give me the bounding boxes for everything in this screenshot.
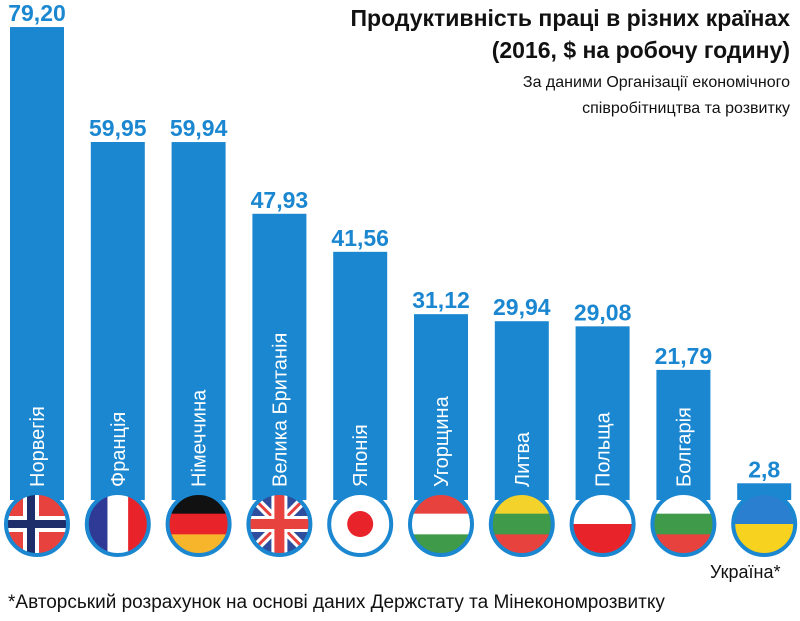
bar (252, 213, 307, 500)
value-label: 47,93 (251, 187, 309, 213)
flag-border (246, 491, 313, 557)
flag-border (84, 491, 151, 557)
bar (494, 321, 549, 500)
value-label: 21,79 (655, 343, 713, 369)
category-label: Угорщина (431, 395, 453, 487)
category-label: Німеччина (189, 389, 211, 487)
category-label: Норвегія (27, 406, 49, 487)
bar (90, 142, 145, 500)
title-line: Продуктивність праці в різних країнах (350, 5, 790, 31)
category-label: Франція (108, 412, 130, 487)
bar (414, 314, 468, 500)
category-label: Японія (350, 424, 372, 487)
flag-border (488, 491, 555, 557)
ukraine-label: Україна* (710, 562, 781, 582)
flag-border (569, 491, 636, 557)
source: За даними Організації економічного співр… (523, 70, 790, 122)
value-label: 29,94 (493, 294, 551, 320)
value-label: 79,20 (8, 0, 66, 26)
flag-border (731, 491, 798, 557)
source-line: За даними Організації економічного (522, 74, 790, 91)
category-label: Велика Британія (269, 333, 291, 487)
category-label: Литва (512, 431, 534, 487)
footnote: *Авторський розрахунок на основі даних Д… (8, 592, 665, 613)
bar (171, 142, 226, 500)
category-label: Болгарія (673, 407, 695, 487)
bar (575, 326, 630, 500)
flag-border (650, 491, 717, 557)
value-label: 29,08 (574, 299, 632, 325)
chart-title: Продуктивність праці в різних країнах (2… (351, 2, 790, 66)
value-label: 2,8 (748, 456, 780, 482)
value-label: 31,12 (412, 287, 470, 313)
flag-border (4, 491, 70, 557)
value-label: 41,56 (331, 225, 389, 251)
category-label: Польща (593, 411, 615, 487)
subtitle-line: (2016, $ на робочу годину) (491, 37, 790, 63)
bar (333, 251, 388, 500)
bar (656, 369, 711, 500)
flag-border (327, 491, 394, 557)
source-line: співробітництва та розвитку (582, 100, 790, 117)
flag-border (165, 491, 232, 557)
value-label: 59,94 (170, 115, 228, 141)
value-label: 59,95 (89, 115, 147, 141)
bar (10, 27, 64, 500)
flag-border (408, 491, 474, 557)
